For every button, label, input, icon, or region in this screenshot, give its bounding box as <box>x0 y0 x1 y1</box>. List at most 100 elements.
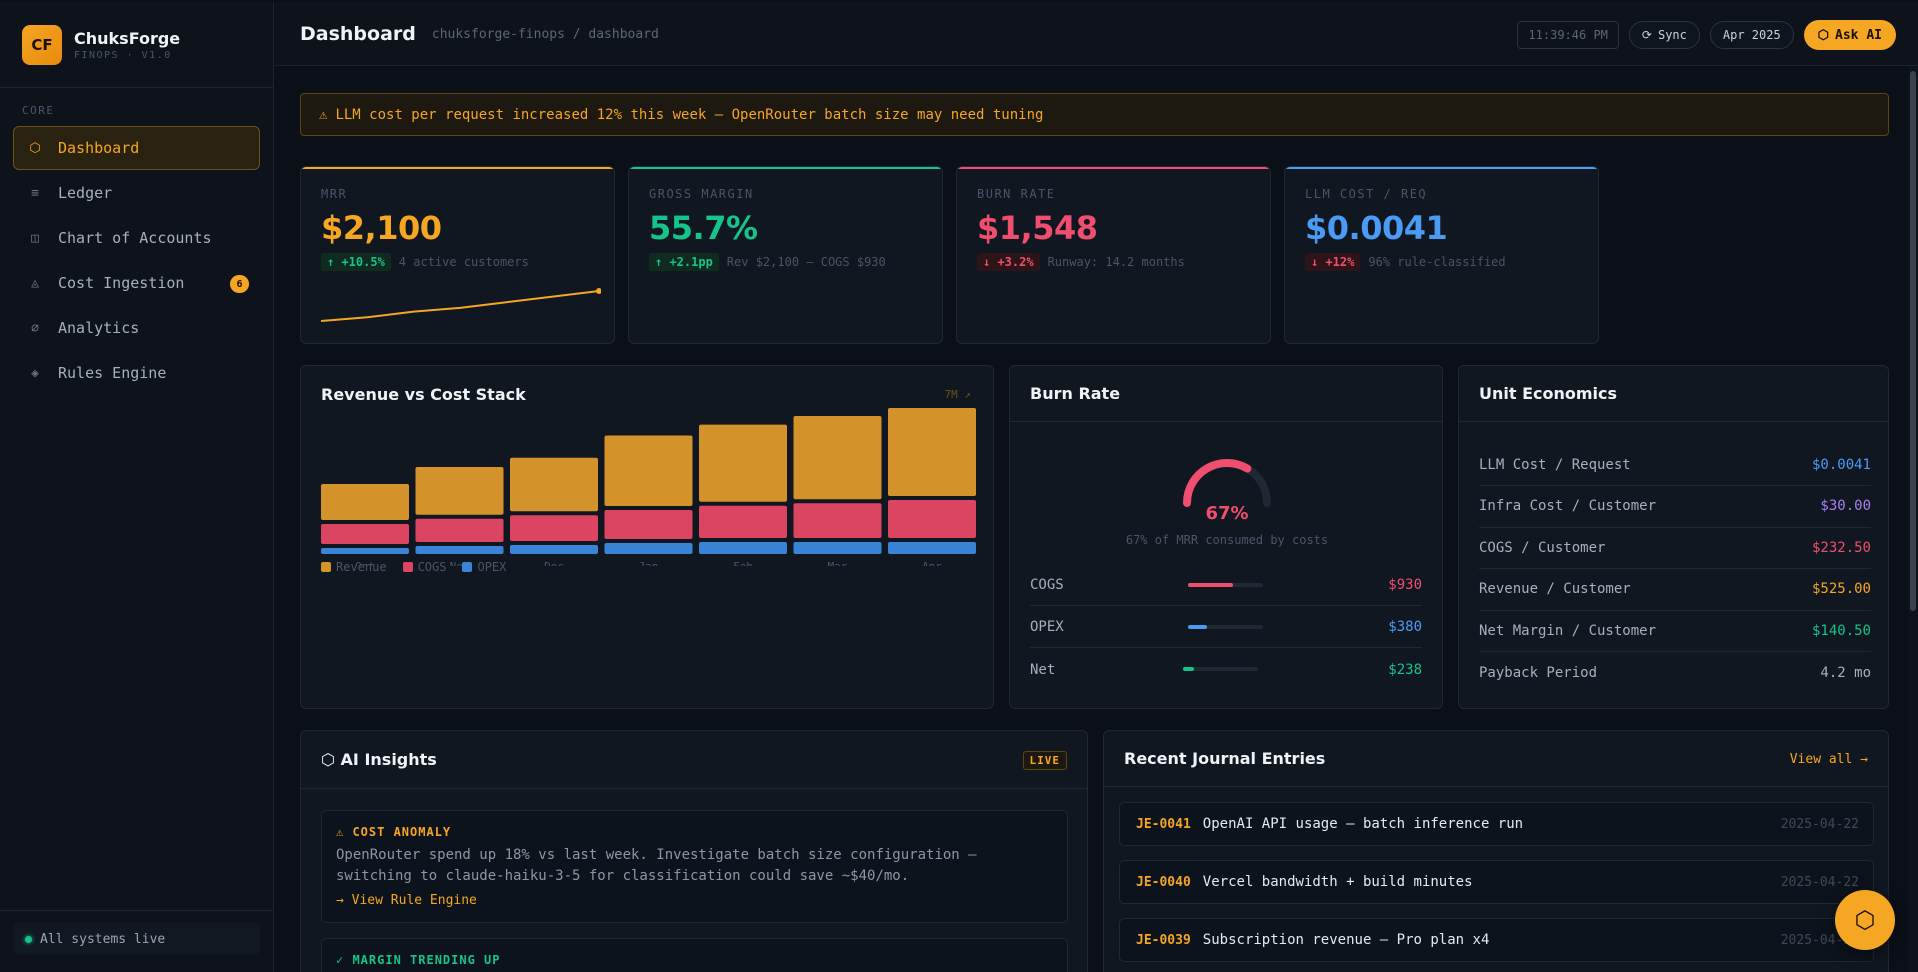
journal-entry-id: JE-0041 <box>1136 816 1191 832</box>
sparkline-point <box>596 288 601 294</box>
journal-entry-date: 2025-04-22 <box>1780 874 1859 890</box>
burn-row-value: $380 <box>1388 619 1422 635</box>
bar-cogs-mar[interactable] <box>793 503 882 538</box>
sidebar-item-analytics[interactable]: ⌀ Analytics <box>13 306 260 350</box>
main-content: ⚠ LLM cost per request increased 12% thi… <box>275 67 1918 972</box>
bar-cogs-dec[interactable] <box>510 515 598 541</box>
burn-row-label: COGS <box>1030 577 1064 593</box>
bar-opex-apr[interactable] <box>888 542 976 554</box>
alert-text: LLM cost per request increased 12% this … <box>335 106 1044 123</box>
journal-entry-row[interactable]: JE-0040 Vercel bandwidth + build minutes 2… <box>1119 860 1874 904</box>
kpi-delta-badge: ↑ +10.5% <box>321 253 391 271</box>
unit-economics-row: COGS / Customer $232.50 <box>1479 527 1871 569</box>
legend-label: OPEX <box>477 560 507 574</box>
kpi-label: MRR <box>321 187 348 201</box>
sidebar-item-label: Chart of Accounts <box>58 229 212 247</box>
legend-label: COGS <box>417 560 447 574</box>
bar-revenue-oct[interactable] <box>321 484 409 520</box>
bar-cogs-jan[interactable] <box>604 510 693 539</box>
unit-economics-value: $0.0041 <box>1811 456 1871 473</box>
burn-row-bar <box>1188 625 1263 629</box>
sidebar-item-cost-ingestion[interactable]: ◬ Cost Ingestion 6 <box>13 261 260 305</box>
sync-button[interactable]: ⟳ Sync <box>1628 21 1700 49</box>
burn-row-bar-fill <box>1183 667 1195 671</box>
view-rule-engine-link[interactable]: → View Rule Engine <box>336 893 477 908</box>
legend-swatch <box>321 562 331 572</box>
bar-opex-feb[interactable] <box>699 542 787 554</box>
bar-opex-dec[interactable] <box>510 545 598 554</box>
bar-opex-oct[interactable] <box>321 548 409 554</box>
legend-item-cogs: COGS <box>402 560 447 574</box>
burn-row-opex: OPEX $380 <box>1030 607 1422 648</box>
period-selector[interactable]: Apr 2025 <box>1709 21 1794 49</box>
journal-entry-row[interactable]: JE-0039 Subscription revenue — Pro plan x… <box>1119 918 1874 962</box>
sidebar-item-dashboard[interactable]: ⬡ Dashboard <box>13 126 260 170</box>
insight-card[interactable]: ⚠ COST ANOMALY OpenRouter spend up 18% vs… <box>321 810 1068 923</box>
bar-revenue-apr[interactable] <box>888 408 976 496</box>
chart-legend: Revenue COGS OPEX <box>321 560 506 574</box>
brand[interactable]: CF ChuksForge FINOPS · V1.0 <box>0 2 273 88</box>
sidebar: CF ChuksForge FINOPS · V1.0 CORE ⬡ Dashbo… <box>0 2 274 972</box>
revenue-chart: Oct Nov Dec Jan Feb Mar Apr <box>321 408 976 566</box>
insight-tag: ⚠ COST ANOMALY <box>336 825 452 839</box>
ask-ai-label: Ask AI <box>1835 27 1882 43</box>
burn-row-cogs: COGS $930 <box>1030 565 1422 606</box>
kpi-delta-badge: ↑ +2.1pp <box>649 253 719 271</box>
bar-opex-jan[interactable] <box>604 543 693 554</box>
sidebar-item-label: Dashboard <box>58 139 140 157</box>
burn-row-value: $930 <box>1388 577 1422 593</box>
kpi-value: 55.7% <box>649 209 758 247</box>
burn-gauge: 67% <box>1183 459 1271 524</box>
journal-entry-id: JE-0040 <box>1136 874 1191 890</box>
unit-economics-label: Net Margin / Customer <box>1479 622 1657 639</box>
scrollbar-thumb[interactable] <box>1910 71 1916 611</box>
bar-revenue-feb[interactable] <box>699 424 787 502</box>
bar-revenue-jan[interactable] <box>604 435 693 506</box>
journal-entry-desc: OpenAI API usage — batch inference run <box>1202 816 1524 832</box>
nav-icon: ◬ <box>31 275 39 291</box>
kpi-value: $2,100 <box>321 209 442 247</box>
sidebar-item-ledger[interactable]: ≡ Ledger <box>13 171 260 215</box>
sidebar-item-chart-of-accounts[interactable]: ◫ Chart of Accounts <box>13 216 260 260</box>
header: Dashboard chuksforge-finops / dashboard … <box>275 2 1918 66</box>
insight-tag: ✓ MARGIN TRENDING UP <box>336 953 501 967</box>
bar-revenue-dec[interactable] <box>510 457 598 512</box>
unit-economics-label: Revenue / Customer <box>1479 581 1631 597</box>
ask-ai-button[interactable]: ⬡ Ask AI <box>1803 20 1896 50</box>
unit-economics-label: COGS / Customer <box>1479 539 1606 556</box>
bar-opex-mar[interactable] <box>793 542 882 554</box>
kpi-label: LLM COST / REQ <box>1305 187 1428 201</box>
gauge-value: 67% <box>1205 503 1248 524</box>
insight-body: OpenRouter spend up 18% vs last week. In… <box>336 847 977 884</box>
insight-card[interactable]: ✓ MARGIN TRENDING UP <box>321 938 1068 972</box>
bar-cogs-feb[interactable] <box>699 505 787 538</box>
journal-title: Recent Journal Entries <box>1124 749 1326 768</box>
sidebar-item-rules-engine[interactable]: ◈ Rules Engine <box>13 351 260 395</box>
burn-row-label: Net <box>1030 661 1056 678</box>
unit-economics-row: LLM Cost / Request $0.0041 <box>1479 444 1871 486</box>
fab-button[interactable]: ⬡ <box>1835 890 1895 950</box>
chart-range-label: 7M ↗ <box>944 388 972 401</box>
bar-revenue-mar[interactable] <box>793 415 882 500</box>
kpi-subtext: 96% rule-classified <box>1368 255 1506 269</box>
status-dot-icon <box>25 935 32 943</box>
kpi-card-mrr: MRR $2,100 ↑ +10.5% 4 active customers <box>300 166 615 344</box>
bar-revenue-nov[interactable] <box>415 466 504 515</box>
bar-cogs-oct[interactable] <box>321 524 409 544</box>
bar-cogs-nov[interactable] <box>415 518 504 542</box>
bar-cogs-apr[interactable] <box>888 500 976 538</box>
scrollbar[interactable] <box>1908 67 1918 972</box>
nav-icon: ◫ <box>31 230 39 246</box>
journal-entry-id: JE-0039 <box>1136 932 1191 948</box>
burn-row-bar-fill <box>1188 583 1233 587</box>
legend-item-opex: OPEX <box>462 560 506 574</box>
sidebar-item-label: Analytics <box>58 319 140 337</box>
bar-opex-nov[interactable] <box>415 546 504 554</box>
legend-swatch <box>402 562 413 572</box>
revenue-chart-title: Revenue vs Cost Stack <box>321 384 526 404</box>
kpi-card-gross-margin: GROSS MARGIN 55.7% ↑ +2.1pp Rev $2,100 — CO… <box>628 166 943 344</box>
journal-entry-row[interactable]: JE-0041 OpenAI API usage — batch inferenc… <box>1119 802 1874 846</box>
unit-economics-title: Unit Economics <box>1479 384 1618 403</box>
view-all-link[interactable]: View all → <box>1789 752 1868 767</box>
burn-row-label: OPEX <box>1030 619 1064 635</box>
